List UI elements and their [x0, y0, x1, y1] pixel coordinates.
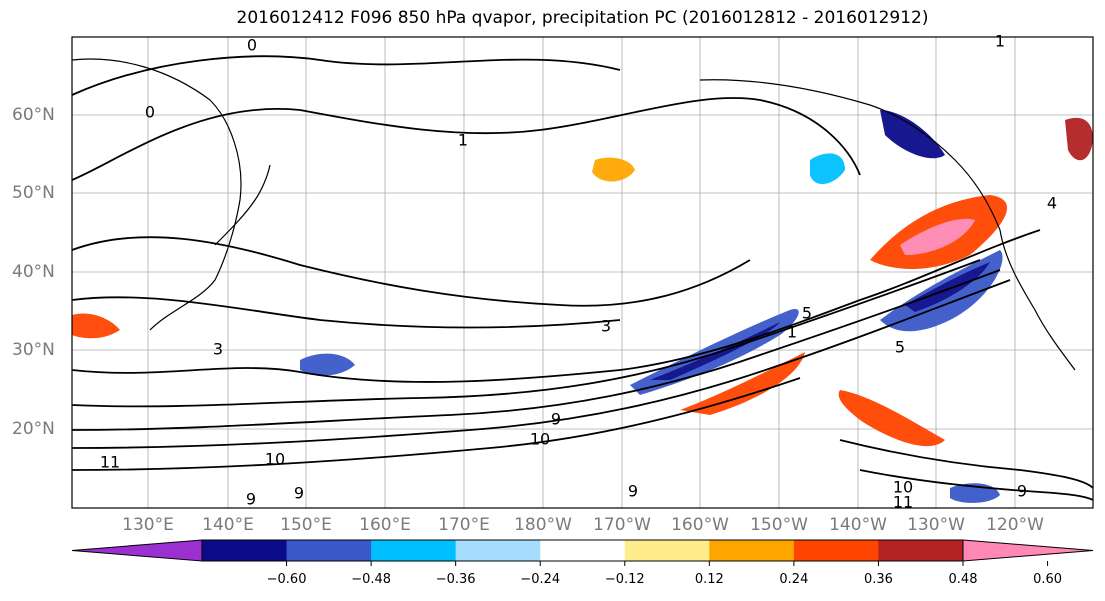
contour-label: 1	[995, 32, 1005, 51]
colorbar-cell	[709, 540, 795, 561]
contour-label: 5	[802, 304, 812, 323]
colorbar-tick-label: −0.36	[435, 572, 476, 587]
longitude-label: 140°W	[829, 515, 887, 535]
longitude-label: 160°E	[359, 515, 411, 535]
contour-label: 3	[601, 317, 611, 336]
contour-label: 9	[551, 410, 561, 429]
contour-label: 3	[213, 340, 223, 359]
colorbar-cell	[286, 540, 372, 561]
colorbar-cell	[371, 540, 457, 561]
contour-label: 9	[628, 482, 638, 501]
contour-line	[71, 279, 1011, 449]
colorbar-cell	[624, 540, 710, 561]
contour-label: 1	[787, 323, 797, 342]
precip-pos-south	[838, 390, 945, 447]
asia-coast	[71, 58, 242, 331]
colorbar-tick-label: 0.48	[948, 572, 978, 587]
colorbar-tick-label: −0.60	[266, 572, 307, 587]
contour-line	[71, 269, 1001, 431]
colorbar-ticks	[286, 561, 1049, 566]
colorbar-tick-label: −0.48	[351, 572, 392, 587]
contour-label: 10	[265, 450, 285, 469]
longitude-label: 120°W	[986, 515, 1044, 535]
contour-label: 10	[893, 478, 913, 497]
precip-neg-alaska	[880, 110, 945, 159]
japan-coast	[214, 164, 271, 246]
latitude-label: 20°N	[12, 419, 55, 439]
contour-label: 9	[1017, 482, 1027, 501]
contour-label: 4	[1047, 194, 1057, 213]
contour-label: 0	[145, 103, 155, 122]
colorbar-frame	[201, 539, 964, 562]
contour-line	[71, 229, 1041, 383]
contour-label: 1	[458, 131, 468, 150]
colorbar-cells	[71, 539, 1094, 562]
precip-neg-aleut	[810, 153, 845, 185]
colorbar-tick-label: 0.24	[779, 572, 809, 587]
precip-pos-band	[680, 352, 805, 415]
map-frame	[71, 36, 1094, 509]
contour-label: 11	[893, 493, 913, 512]
colorbar-cell	[455, 540, 541, 561]
contour-line	[839, 439, 1094, 489]
precip-neg-east-core	[905, 262, 990, 312]
longitude-label: 150°E	[280, 515, 332, 535]
colorbar-cell	[878, 540, 964, 561]
longitude-label: 170°W	[593, 515, 651, 535]
colorbar-extend-low	[71, 539, 203, 562]
contour-label: 0	[247, 36, 257, 55]
namerica-coast	[999, 229, 1076, 371]
colorbar-extend-high	[962, 539, 1094, 562]
contour-line	[71, 259, 981, 408]
colorbar-cell	[202, 540, 288, 561]
latitude-label: 50°N	[12, 183, 55, 203]
colorbar-cell	[793, 540, 879, 561]
colorbar-tick-label: −0.24	[520, 572, 561, 587]
contour-label: 5	[895, 338, 905, 357]
colorbar-tick-label: 0.60	[1033, 572, 1063, 587]
colorbar-cell	[540, 540, 626, 561]
contour-label: 10	[530, 430, 550, 449]
precip-pos-far-east	[1065, 117, 1093, 161]
contour-label: 9	[294, 484, 304, 503]
latitude-label: 30°N	[12, 340, 55, 360]
contour-line	[71, 55, 621, 96]
longitude-label: 160°W	[671, 515, 729, 535]
longitude-label: 130°E	[122, 515, 174, 535]
precip-shading	[72, 110, 1093, 503]
longitude-label: 130°W	[907, 515, 965, 535]
latitude-label: 40°N	[12, 262, 55, 282]
longitude-label: 180°W	[514, 515, 572, 535]
latitude-label: 60°N	[12, 105, 55, 125]
contour-line	[71, 296, 621, 329]
colorbar-tick-label: 0.36	[863, 572, 893, 587]
contour-label: 9	[246, 490, 256, 509]
contour-line	[71, 97, 861, 181]
precip-neg-midpac	[300, 353, 355, 376]
alaska-coast	[699, 79, 1001, 231]
coastlines	[71, 58, 1076, 371]
contour-label: 11	[100, 453, 120, 472]
map-title: 2016012412 F096 850 hPa qvapor, precipit…	[236, 8, 929, 28]
longitude-label: 170°E	[438, 515, 490, 535]
contour-line	[71, 377, 801, 471]
graticule	[72, 37, 1093, 508]
precip-pos-pink	[900, 218, 975, 255]
colorbar-tick-label: 0.12	[694, 572, 724, 587]
colorbar-tick-label: −0.12	[604, 572, 645, 587]
precip-pos-nw	[592, 157, 635, 182]
longitude-label: 140°E	[202, 515, 254, 535]
precip-pos-west	[72, 313, 120, 339]
contour-line	[859, 469, 1094, 501]
qvapor-contours	[71, 55, 1094, 501]
contour-line	[71, 236, 751, 307]
longitude-label: 150°W	[750, 515, 808, 535]
